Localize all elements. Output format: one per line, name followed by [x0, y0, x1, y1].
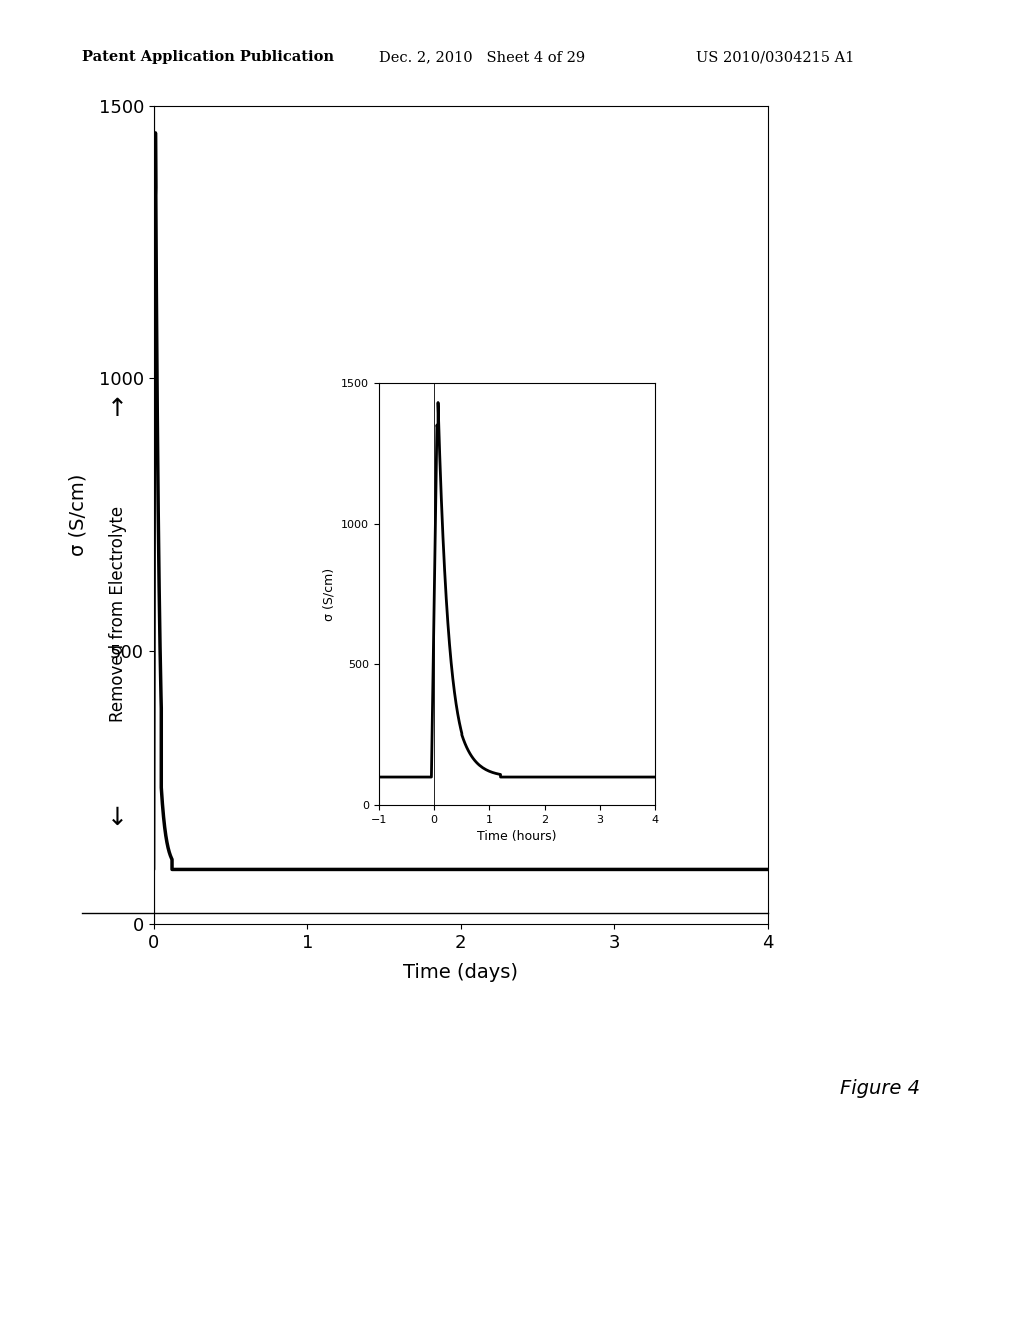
Text: Figure 4: Figure 4	[840, 1080, 920, 1098]
X-axis label: Time (hours): Time (hours)	[477, 830, 557, 843]
Text: Dec. 2, 2010   Sheet 4 of 29: Dec. 2, 2010 Sheet 4 of 29	[379, 50, 585, 65]
Text: US 2010/0304215 A1: US 2010/0304215 A1	[696, 50, 855, 65]
Y-axis label: σ (S/cm): σ (S/cm)	[69, 474, 87, 556]
Text: Patent Application Publication: Patent Application Publication	[82, 50, 334, 65]
Y-axis label: σ (S/cm): σ (S/cm)	[323, 568, 336, 620]
X-axis label: Time (days): Time (days)	[403, 962, 518, 982]
Text: ↑: ↑	[108, 397, 128, 421]
Text: Removed from Electrolyte: Removed from Electrolyte	[109, 506, 127, 722]
Text: ↓: ↓	[108, 807, 128, 830]
